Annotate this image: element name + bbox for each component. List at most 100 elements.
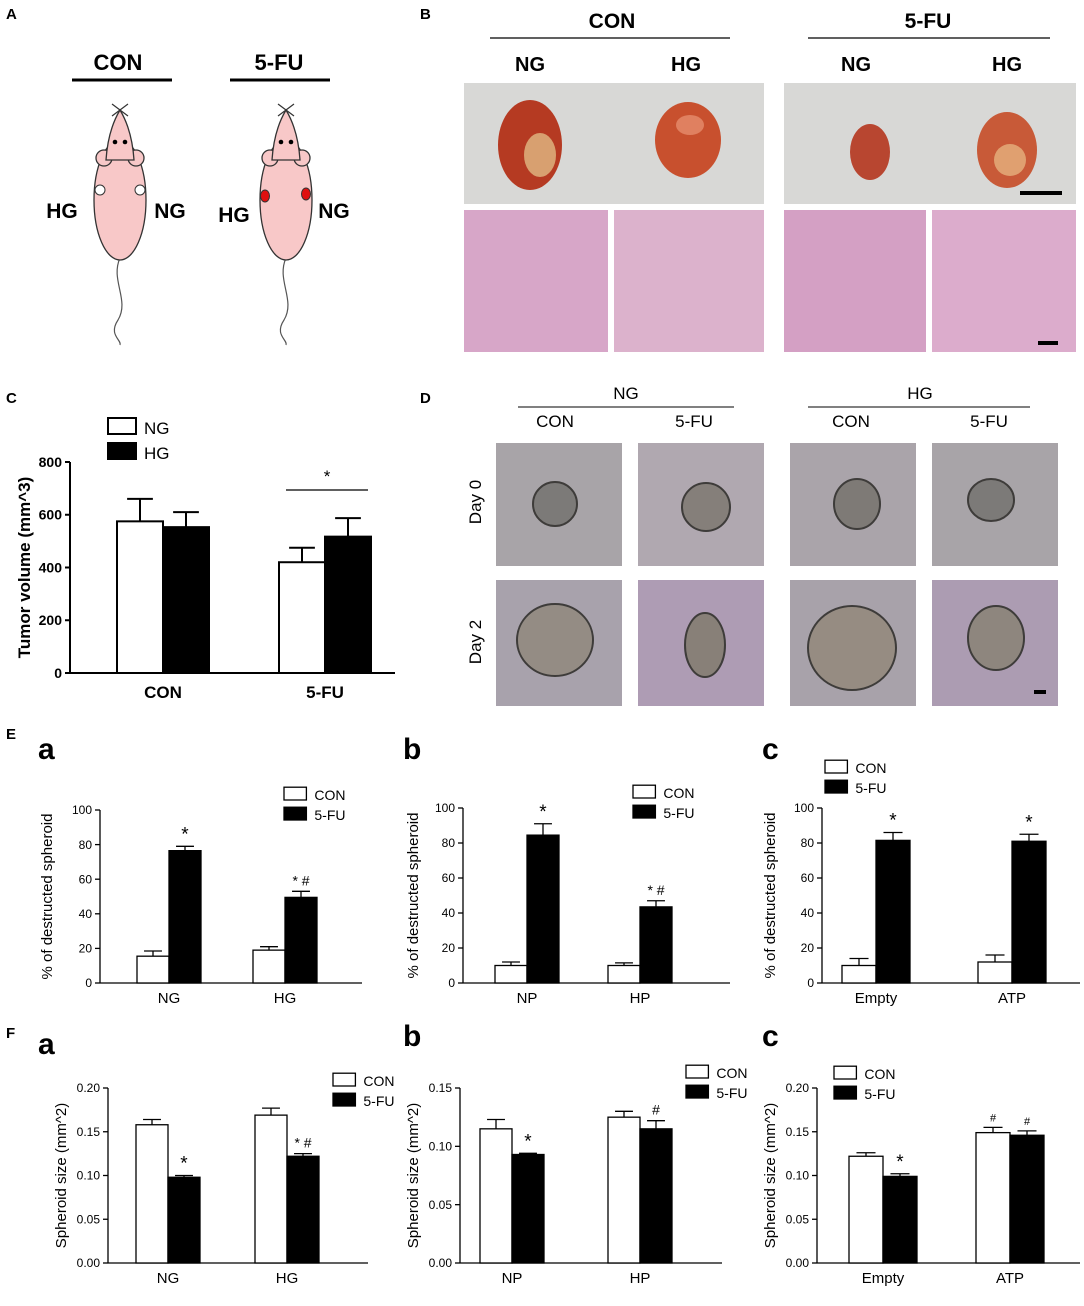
chart-c-bar [278,561,326,674]
chart-ea-bar [136,955,170,984]
chart-ea-legend-label: CON [314,787,345,803]
chart-eb-bar [607,964,641,984]
chart-eb-bar [494,964,528,984]
panel-label-d: D [420,390,431,407]
chart-ec-bar [1011,840,1047,984]
chart-ea-ylabel: % of destructed spheroid [39,814,56,980]
chart-fa-annotation: * [180,1154,188,1175]
chart-ea-ytick-label: 40 [79,907,93,921]
sublabel-fb: b [403,1020,422,1053]
chart-fb-legend-label: 5-FU [716,1085,747,1101]
chart-fc-legend-swatch [833,1065,858,1080]
chart-ec-xtick-label: ATP [998,990,1026,1007]
panel-label-c: C [6,390,17,407]
chart-fa-ytick-label: 0.15 [77,1125,101,1139]
chart-fc-xtick-label: ATP [996,1270,1024,1287]
chart-ec-annotation: * [889,811,897,832]
chart-ec-legend-swatch [824,779,849,794]
chart-fb-ytick-label: 0.00 [429,1256,453,1270]
chart-fa-bar [254,1114,288,1264]
chart-ec-annotation: * [1025,812,1033,833]
chart-fa-annotation: * # [294,1135,311,1151]
chart-fa-legend-label: CON [363,1073,394,1089]
panel-label-e: E [6,726,17,743]
chart-fa-ylabel: Spheroid size (mm^2) [53,1103,70,1248]
chart-fc-bar [1009,1134,1045,1264]
chart-ea-annotation: * [181,824,189,845]
chart-ea-annotation: * # [292,872,309,888]
chart-fc-bar [975,1131,1011,1264]
chart-c-bar [162,526,210,674]
chart-eb-ytick-label: 40 [442,906,456,920]
chart-ec-ytick-label: 0 [807,976,814,990]
chart-c-ylabel: Tumor volume (mm^3) [15,477,34,659]
chart-eb-ytick-label: 100 [435,801,455,815]
chart-eb-ytick-label: 80 [442,836,456,850]
chart-ea-xtick-label: HG [274,990,297,1007]
chart-fc-ytick-label: 0.15 [786,1125,810,1139]
chart-c-xtick-label: CON [144,683,182,702]
chart-eb-annotation: * [539,802,547,823]
chart-c-bar [324,535,372,674]
chart-eb-legend-swatch [632,804,657,819]
chart-fc-ytick-label: 0.05 [786,1212,810,1226]
chart-ec-bar [875,839,911,984]
sublabel-ec: c [762,733,779,766]
sublabel-eb: b [403,733,422,766]
chart-fb-legend-label: CON [716,1065,747,1081]
chart-c-legend-label: NG [144,419,170,438]
chart-fc-ylabel: Spheroid size (mm^2) [762,1103,779,1248]
chart-c-ytick-label: 400 [39,559,63,575]
chart-c-bar [116,520,164,674]
chart-eb-legend-label: CON [663,785,694,801]
chart-fb-bar [607,1116,641,1264]
panel-label-a: A [6,6,17,23]
chart-c-xtick-label: 5-FU [306,683,344,702]
chart-fa-ytick-label: 0.05 [77,1212,101,1226]
chart-fb-bar [639,1128,673,1264]
chart-fa-bar [167,1176,201,1264]
chart-fb-ylabel: Spheroid size (mm^2) [405,1103,422,1248]
chart-eb-ytick-label: 60 [442,871,456,885]
chart-fc-bar [848,1155,884,1264]
chart-ec-ytick-label: 100 [794,801,814,815]
chart-fa-legend-swatch [332,1072,357,1087]
chart-c-ytick-label: 200 [39,612,63,628]
chart-fb-ytick-label: 0.15 [429,1081,453,1095]
chart-ea-ytick-label: 20 [79,942,93,956]
chart-fa-legend-label: 5-FU [363,1093,394,1109]
chart-ec-bar [977,961,1013,984]
chart-ec-bar [841,964,877,984]
chart-fb-annotation: # [652,1102,660,1118]
chart-c-legend-swatch [107,442,137,460]
chart-eb-bar [639,906,673,984]
chart-fa-xtick-label: NG [157,1270,180,1287]
chart-fc-ytick-label: 0.10 [786,1169,810,1183]
chart-fb-legend-swatch [685,1064,710,1079]
chart-eb-xtick-label: NP [517,990,538,1007]
chart-c-ytick-label: 600 [39,507,63,523]
chart-fb-annotation: * [524,1131,532,1152]
chart-fc-ytick-label: 0.00 [786,1256,810,1270]
chart-fa-bar [286,1155,320,1264]
chart-ea-bar [252,949,286,984]
chart-eb-xtick-label: HP [630,990,651,1007]
sublabel-fa: a [38,1028,55,1061]
chart-fc-legend-label: CON [864,1066,895,1082]
chart-fc-legend-swatch [833,1085,858,1100]
chart-ea-ytick-label: 100 [72,803,92,817]
chart-fb-xtick-label: NP [502,1270,523,1287]
chart-eb-ytick-label: 0 [448,976,455,990]
chart-fb-bar [479,1128,513,1264]
chart-eb-ylabel: % of destructed spheroid [405,813,422,979]
chart-fc-legend-label: 5-FU [864,1086,895,1102]
chart-ea-legend-label: 5-FU [314,807,345,823]
chart-ec-ytick-label: 20 [801,941,815,955]
chart-ec-legend-label: 5-FU [855,780,886,796]
chart-ec-ylabel: % of destructed spheroid [762,813,779,979]
chart-fa-bar [135,1124,169,1264]
chart-c-ytick-label: 0 [54,665,62,681]
chart-ea-ytick-label: 0 [85,976,92,990]
chart-ea-ytick-label: 80 [79,838,93,852]
